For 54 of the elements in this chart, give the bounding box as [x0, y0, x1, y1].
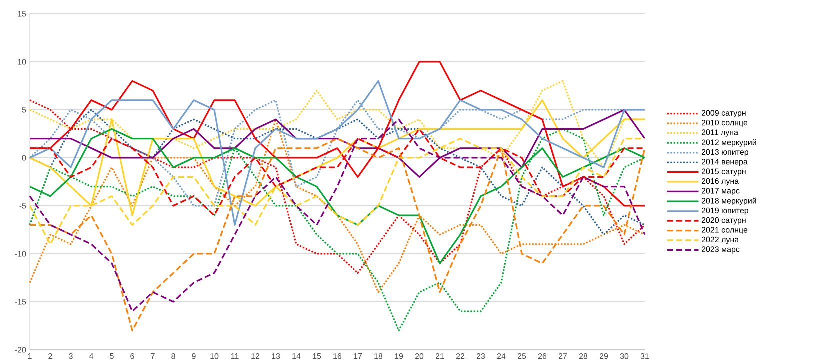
x-tick-label: 22 — [456, 354, 465, 360]
x-tick-label: 21 — [436, 354, 444, 360]
legend-label: 2023 марс — [702, 246, 740, 254]
legend-label: 2012 меркурий — [702, 139, 756, 147]
y-tick-label: 0 — [22, 155, 26, 161]
legend-label: 2010 солнце — [702, 120, 748, 128]
x-tick-label: 16 — [334, 354, 342, 360]
y-tick-label: -10 — [15, 251, 26, 257]
x-tick-label: 29 — [600, 354, 608, 360]
x-tick-label: 7 — [151, 354, 155, 360]
legend-label: 2014 венера — [702, 159, 748, 166]
x-tick-label: 2 — [48, 354, 52, 360]
y-tick-label: 10 — [18, 59, 26, 65]
x-tick-label: 8 — [172, 354, 176, 360]
y-tick-label: -15 — [15, 299, 26, 305]
x-tick-label: 11 — [231, 354, 239, 360]
x-tick-label: 15 — [313, 354, 322, 360]
x-tick-label: 25 — [518, 354, 526, 360]
x-tick-label: 13 — [272, 354, 280, 360]
x-tick-label: 30 — [620, 354, 629, 360]
x-tick-label: 12 — [252, 354, 260, 360]
x-tick-label: 14 — [292, 354, 301, 360]
x-tick-label: 4 — [89, 354, 94, 360]
legend-label: 2013 юпитер — [702, 149, 748, 157]
x-tick-label: 9 — [192, 354, 196, 360]
x-tick-label: 5 — [110, 354, 114, 360]
legend-label: 2011 луна — [702, 130, 738, 137]
x-tick-label: 19 — [395, 354, 404, 360]
x-tick-label: 20 — [415, 354, 424, 360]
y-tick-label: 5 — [22, 107, 26, 113]
x-tick-label: 24 — [497, 354, 506, 360]
x-tick-label: 31 — [640, 354, 650, 360]
legend-label: 2022 луна — [702, 236, 740, 244]
y-tick-label: 15 — [18, 11, 26, 17]
x-tick-label: 18 — [374, 354, 383, 360]
legend-label: 2020 сатурн — [702, 218, 746, 225]
x-tick-label: 23 — [476, 354, 486, 360]
legend-label: 2009 сатурн — [702, 110, 746, 118]
legend-label: 2019 юпитер — [702, 208, 748, 216]
x-tick-label: 1 — [28, 354, 32, 360]
legend-label: 2021 солнце — [702, 227, 748, 234]
legend-label: 2017 марс — [702, 188, 740, 196]
legend-label: 2016 луна — [702, 178, 740, 186]
x-tick-label: 26 — [538, 354, 547, 360]
x-tick-label: 28 — [579, 354, 588, 360]
x-tick-label: 10 — [210, 354, 219, 360]
legend-label: 2015 сатурн — [702, 168, 746, 176]
legend-label: 2018 меркурий — [702, 198, 756, 206]
y-tick-label: -5 — [20, 203, 26, 209]
x-tick-label: 6 — [130, 354, 134, 360]
y-tick-label: -20 — [15, 347, 26, 353]
x-tick-label: 3 — [69, 354, 73, 360]
x-tick-label: 27 — [558, 354, 568, 360]
x-tick-label: 17 — [354, 354, 362, 360]
